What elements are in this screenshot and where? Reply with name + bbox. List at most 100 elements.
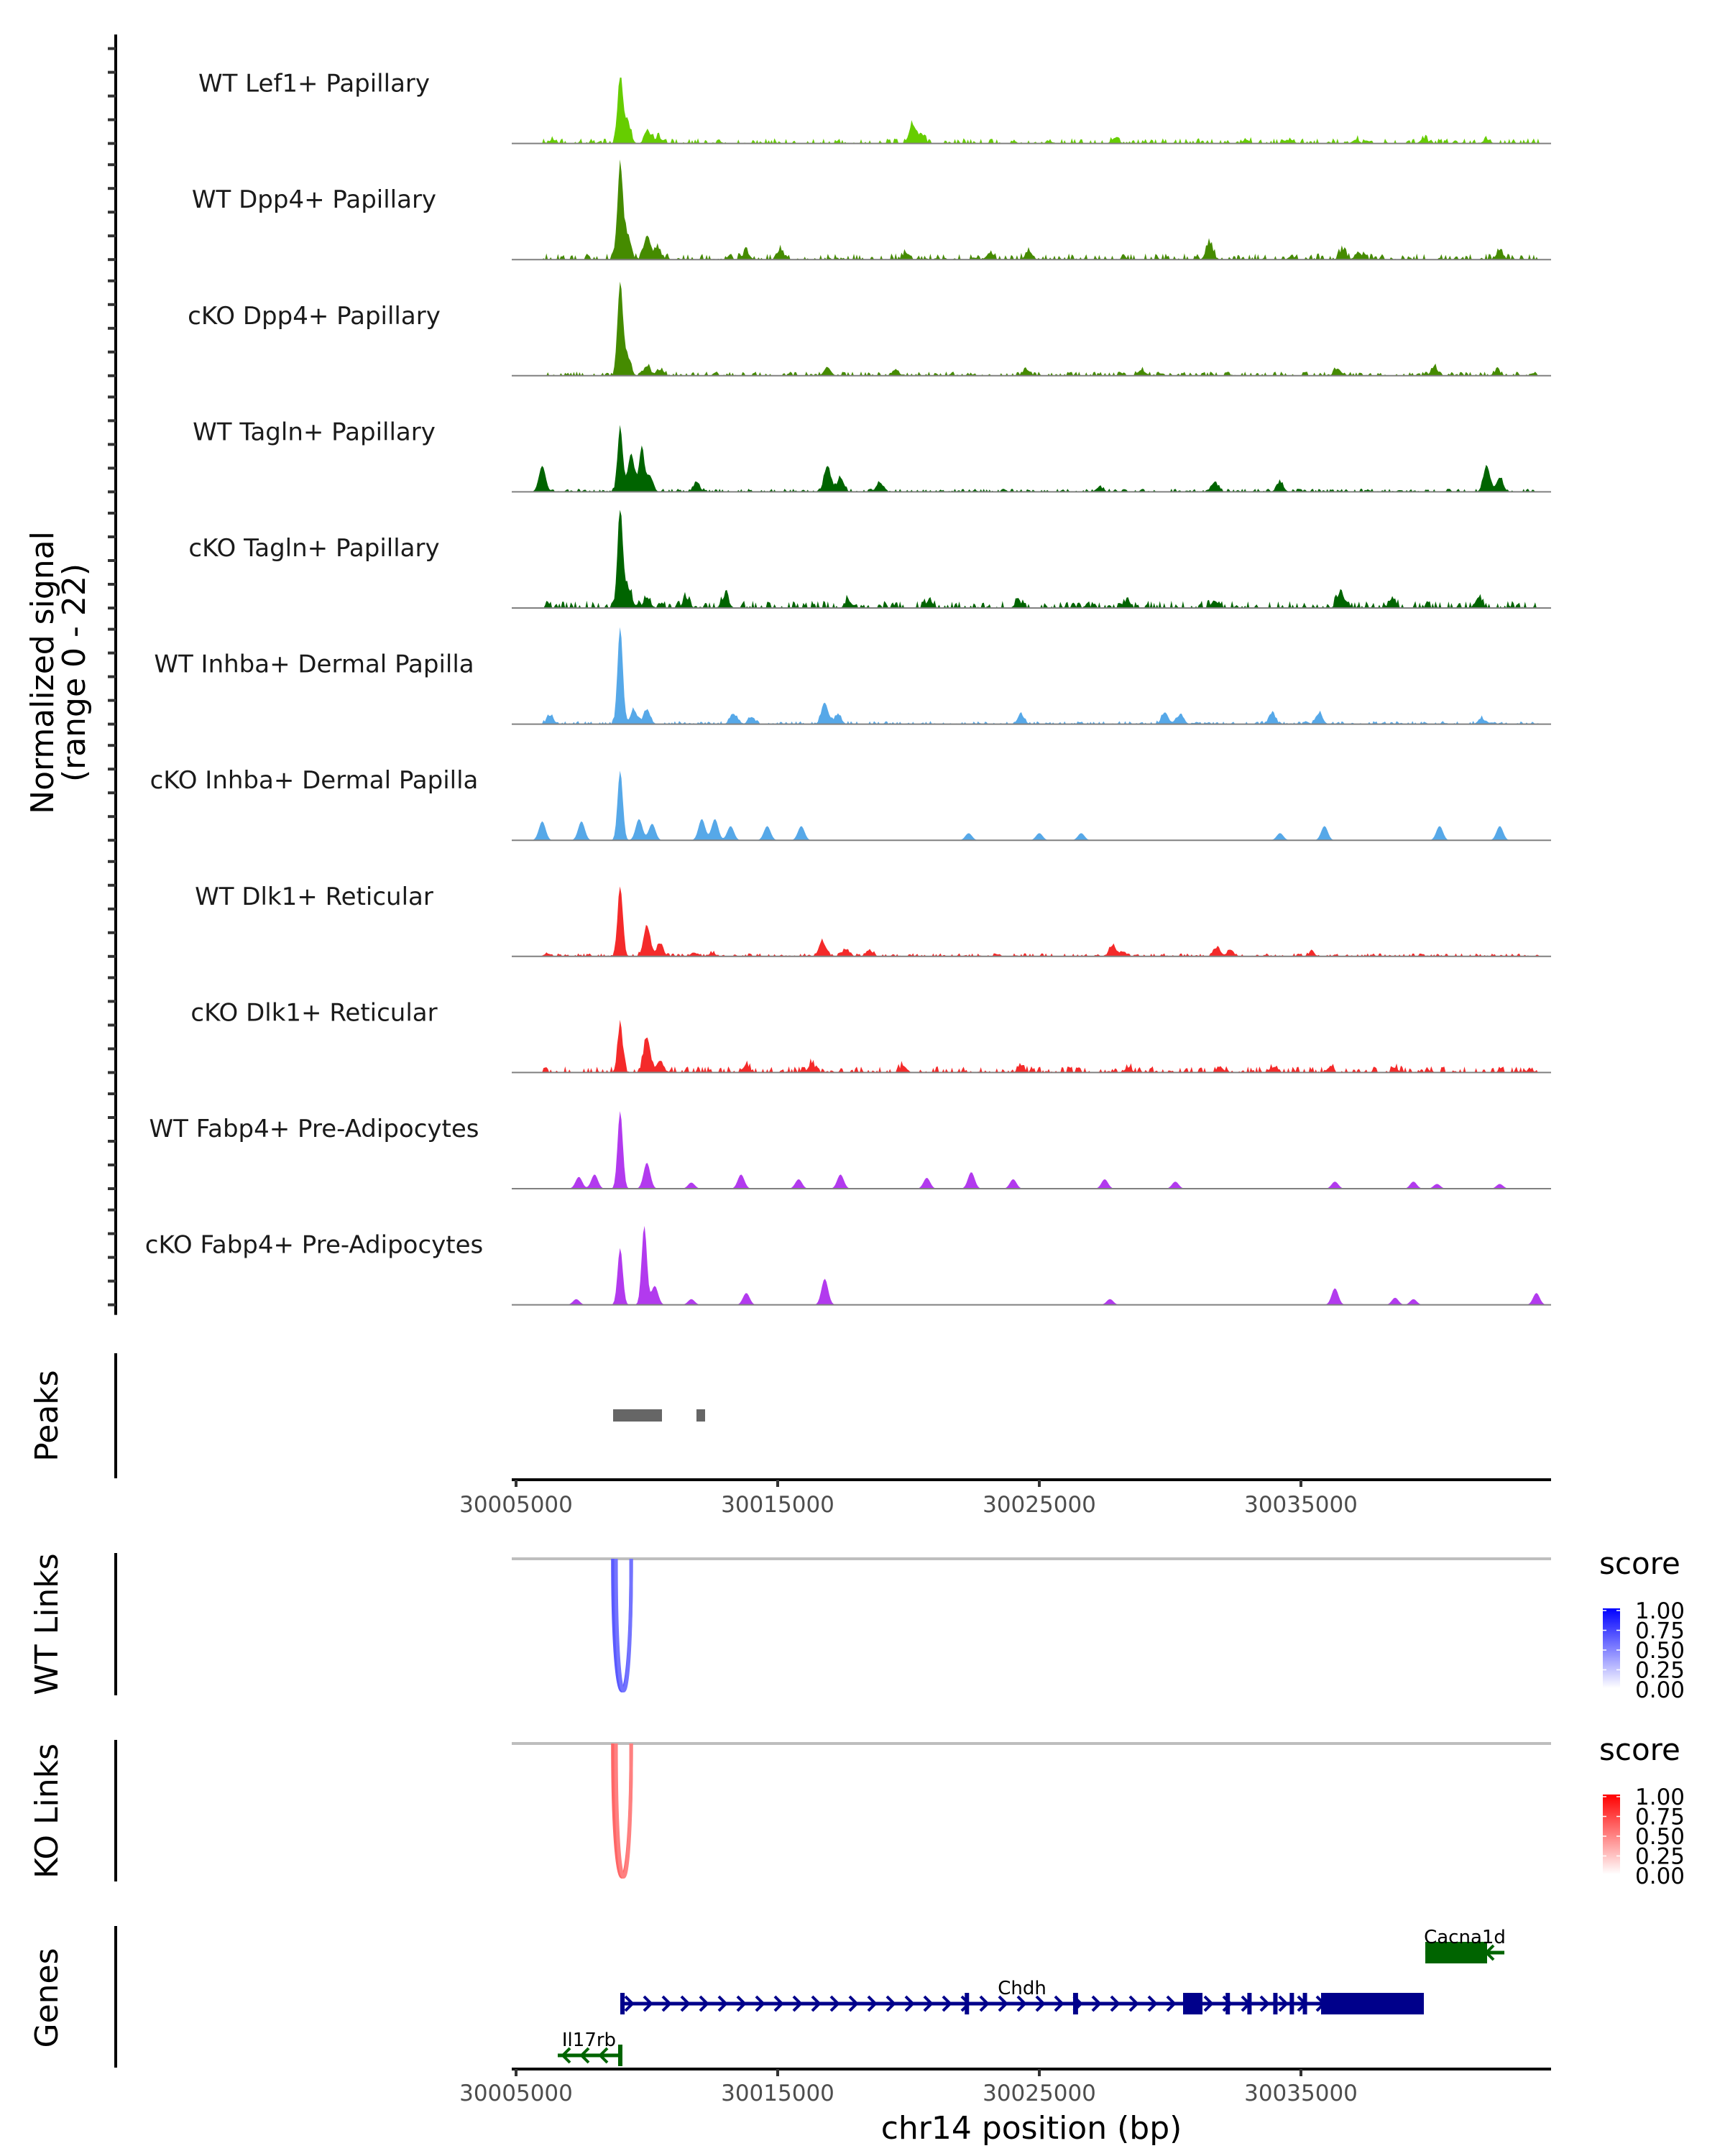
coverage-area: [512, 510, 1551, 608]
genes-track-label: Genes: [29, 1948, 65, 2047]
score-legend: score 1.000.750.500.250.00: [1599, 1732, 1685, 1889]
x-tick-label: 30015000: [721, 1492, 834, 1518]
gene-exon: [1247, 1993, 1252, 2014]
legend-tick-label: 0.00: [1635, 1864, 1685, 1889]
legend-title: score: [1599, 1732, 1680, 1767]
peaks-track-label: Peaks: [29, 1370, 65, 1461]
track-label: cKO Dpp4+ Papillary: [188, 302, 441, 331]
legend-tick-label: 0.50: [1635, 1824, 1685, 1850]
coverage-area: [512, 77, 1551, 144]
coverage-area: [512, 1111, 1551, 1189]
coverage-area: [512, 425, 1551, 492]
coverage-track: WT Fabp4+ Pre-Adipocytes: [108, 1092, 1551, 1190]
chevron-right-icon: [1035, 1995, 1046, 2012]
gene: Chdh: [620, 1978, 1425, 2014]
coverage-track: WT Lef1+ Papillary: [108, 47, 1551, 145]
y-axis-title-line1: Normalized signal: [24, 531, 61, 814]
coverage-area: [512, 1225, 1551, 1305]
legend-tick-label: 1.00: [1635, 1598, 1685, 1624]
legend-tick-label: 0.75: [1635, 1805, 1685, 1830]
x-axis-top: 30005000 30015000 30025000 30035000: [459, 1478, 1551, 1518]
x-tick-label: 30015000: [721, 2081, 834, 2106]
gene-exon: [1425, 1942, 1488, 1963]
track-label: WT Dlk1+ Reticular: [195, 883, 433, 911]
chevron-right-icon: [904, 1995, 915, 2012]
coverage-track: WT Dlk1+ Reticular: [108, 860, 1551, 958]
coverage-track: WT Dpp4+ Papillary: [108, 159, 1551, 262]
chevron-right-icon: [755, 1995, 765, 2012]
score-legend: score 1.000.750.500.250.00: [1599, 1546, 1685, 1703]
link-arc: [614, 1558, 633, 1692]
peak-region: [696, 1409, 705, 1422]
chevron-right-icon: [867, 1995, 878, 2012]
gene: Il17rb: [557, 2030, 622, 2066]
track-label: WT Tagln+ Papillary: [193, 418, 436, 446]
track-label: cKO Fabp4+ Pre-Adipocytes: [145, 1231, 484, 1260]
chevron-right-icon: [1110, 1995, 1121, 2012]
legend-colorbar: [1603, 1608, 1620, 1688]
coverage-track: WT Tagln+ Papillary: [108, 395, 1551, 494]
gene-exon: [1302, 1993, 1307, 2014]
x-tick-label: 30035000: [1244, 1492, 1358, 1518]
chevron-right-icon: [699, 1995, 709, 2012]
x-tick-label: 30035000: [1244, 2081, 1358, 2106]
coverage-area: [512, 770, 1551, 841]
gene-label: Cacna1d: [1424, 1927, 1506, 1948]
coverage-track: WT Inhba+ Dermal Papilla: [108, 627, 1551, 726]
coverage-area: [512, 159, 1551, 260]
gene-exon: [1182, 1993, 1203, 2014]
gene-exon: [1289, 1993, 1294, 2014]
chevron-right-icon: [811, 1995, 822, 2012]
coverage-area: [512, 281, 1551, 376]
legend-tick-label: 0.25: [1635, 1844, 1685, 1870]
legend-tick-label: 1.00: [1635, 1784, 1685, 1810]
track-label: WT Inhba+ Dermal Papilla: [154, 650, 474, 679]
chevron-right-icon: [792, 1995, 803, 2012]
gene-exon: [1225, 1993, 1230, 2014]
track-label: cKO Tagln+ Papillary: [188, 534, 439, 563]
gene-label: Chdh: [998, 1978, 1046, 1999]
coverage-track: cKO Tagln+ Papillary: [108, 510, 1551, 609]
track-label: WT Lef1+ Papillary: [198, 70, 430, 98]
chevron-right-icon: [886, 1995, 896, 2012]
chevron-right-icon: [848, 1995, 859, 2012]
peaks-track: Peaks: [29, 1353, 705, 1478]
chevron-right-icon: [1016, 1995, 1027, 2012]
y-axis-title-line2: (range 0 - 22): [56, 563, 93, 782]
x-tick-label: 30005000: [459, 2081, 573, 2106]
chevron-right-icon: [1147, 1995, 1158, 2012]
coverage-area: [512, 1020, 1551, 1073]
x-axis-bottom: 30005000 30015000 30025000 30035000: [459, 2068, 1551, 2106]
link-arc: [614, 1743, 633, 1879]
x-tick-label: 30005000: [459, 1492, 573, 1518]
coverage-track: cKO Dpp4+ Papillary: [108, 279, 1551, 377]
coverage-track: cKO Inhba+ Dermal Papilla: [108, 744, 1551, 842]
chevron-right-icon: [624, 1995, 635, 2012]
track-label: cKO Inhba+ Dermal Papilla: [150, 766, 479, 795]
coverage-track: cKO Dlk1+ Reticular: [108, 976, 1551, 1074]
track-label: WT Fabp4+ Pre-Adipocytes: [150, 1115, 479, 1143]
chevron-right-icon: [1054, 1995, 1064, 2012]
chevron-right-icon: [1128, 1995, 1139, 2012]
chevron-right-icon: [680, 1995, 691, 2012]
link-track: KO Links score 1.000.750.500.250.00: [29, 1732, 1685, 1889]
x-tick-label: 30025000: [983, 1492, 1096, 1518]
coverage-area: [512, 627, 1551, 724]
chevron-right-icon: [923, 1995, 934, 2012]
track-label: cKO Dlk1+ Reticular: [190, 998, 437, 1027]
genes-track: Genes Cacna1d Chdh Il17rb: [29, 1926, 1506, 2068]
coverage-tracks: WT Lef1+ Papillary WT Dpp4+ Papillary cKO …: [108, 34, 1551, 1315]
link-track-label: WT Links: [29, 1553, 65, 1695]
chevron-right-icon: [773, 1995, 784, 2012]
chevron-right-icon: [643, 1995, 653, 2012]
gene-exon: [1321, 1993, 1425, 2014]
chevron-left-icon: [598, 2047, 609, 2064]
gene-exon: [1072, 1993, 1078, 2014]
chevron-right-icon: [998, 1995, 1008, 2012]
chevron-right-icon: [1091, 1995, 1102, 2012]
coverage-area: [512, 886, 1551, 957]
legend-tick-label: 0.75: [1635, 1618, 1685, 1644]
legend-title: score: [1599, 1546, 1680, 1581]
gene-exon: [617, 2045, 622, 2066]
